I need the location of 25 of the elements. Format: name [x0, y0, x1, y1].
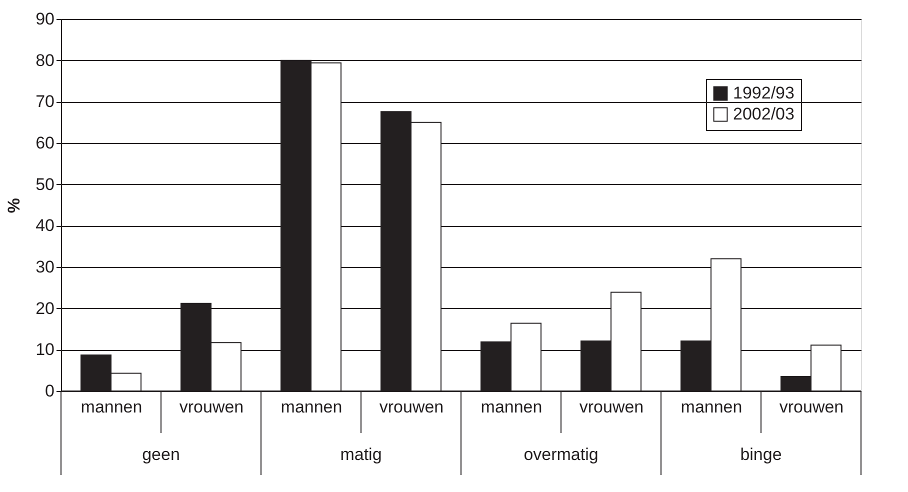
x-tick-label: vrouwen — [379, 398, 444, 416]
y-tick-label: 10 — [36, 340, 54, 360]
legend-label: 1992/93 — [733, 84, 794, 102]
y-tick-label: 90 — [36, 10, 54, 28]
text: binge — [740, 445, 782, 464]
text: overmatig — [524, 445, 598, 464]
y-axis-title: % — [4, 198, 24, 214]
y-tick-label: 40 — [36, 216, 54, 236]
x-tick-label: vrouwen — [579, 398, 644, 416]
text: matig — [340, 445, 382, 464]
x-tick-label: vrouwen — [779, 398, 844, 416]
y-tick-label: 50 — [36, 174, 54, 194]
y-tick-label: 20 — [36, 298, 54, 318]
x-tick-label: mannen — [80, 398, 142, 416]
x-tick-label: mannen — [680, 398, 742, 416]
y-tick-label: 0 — [45, 382, 54, 400]
x-tick-label: mannen — [280, 398, 342, 416]
x-tick-label: mannen — [480, 398, 542, 416]
y-tick-label: 80 — [36, 50, 54, 70]
y-tick-label: 30 — [36, 258, 54, 276]
x-tick-label: vrouwen — [179, 398, 244, 416]
legend-label: 2002/03 — [733, 104, 794, 124]
y-tick-label: 70 — [36, 92, 54, 112]
y-tick-label: 60 — [36, 134, 54, 152]
text: geen — [142, 445, 180, 464]
